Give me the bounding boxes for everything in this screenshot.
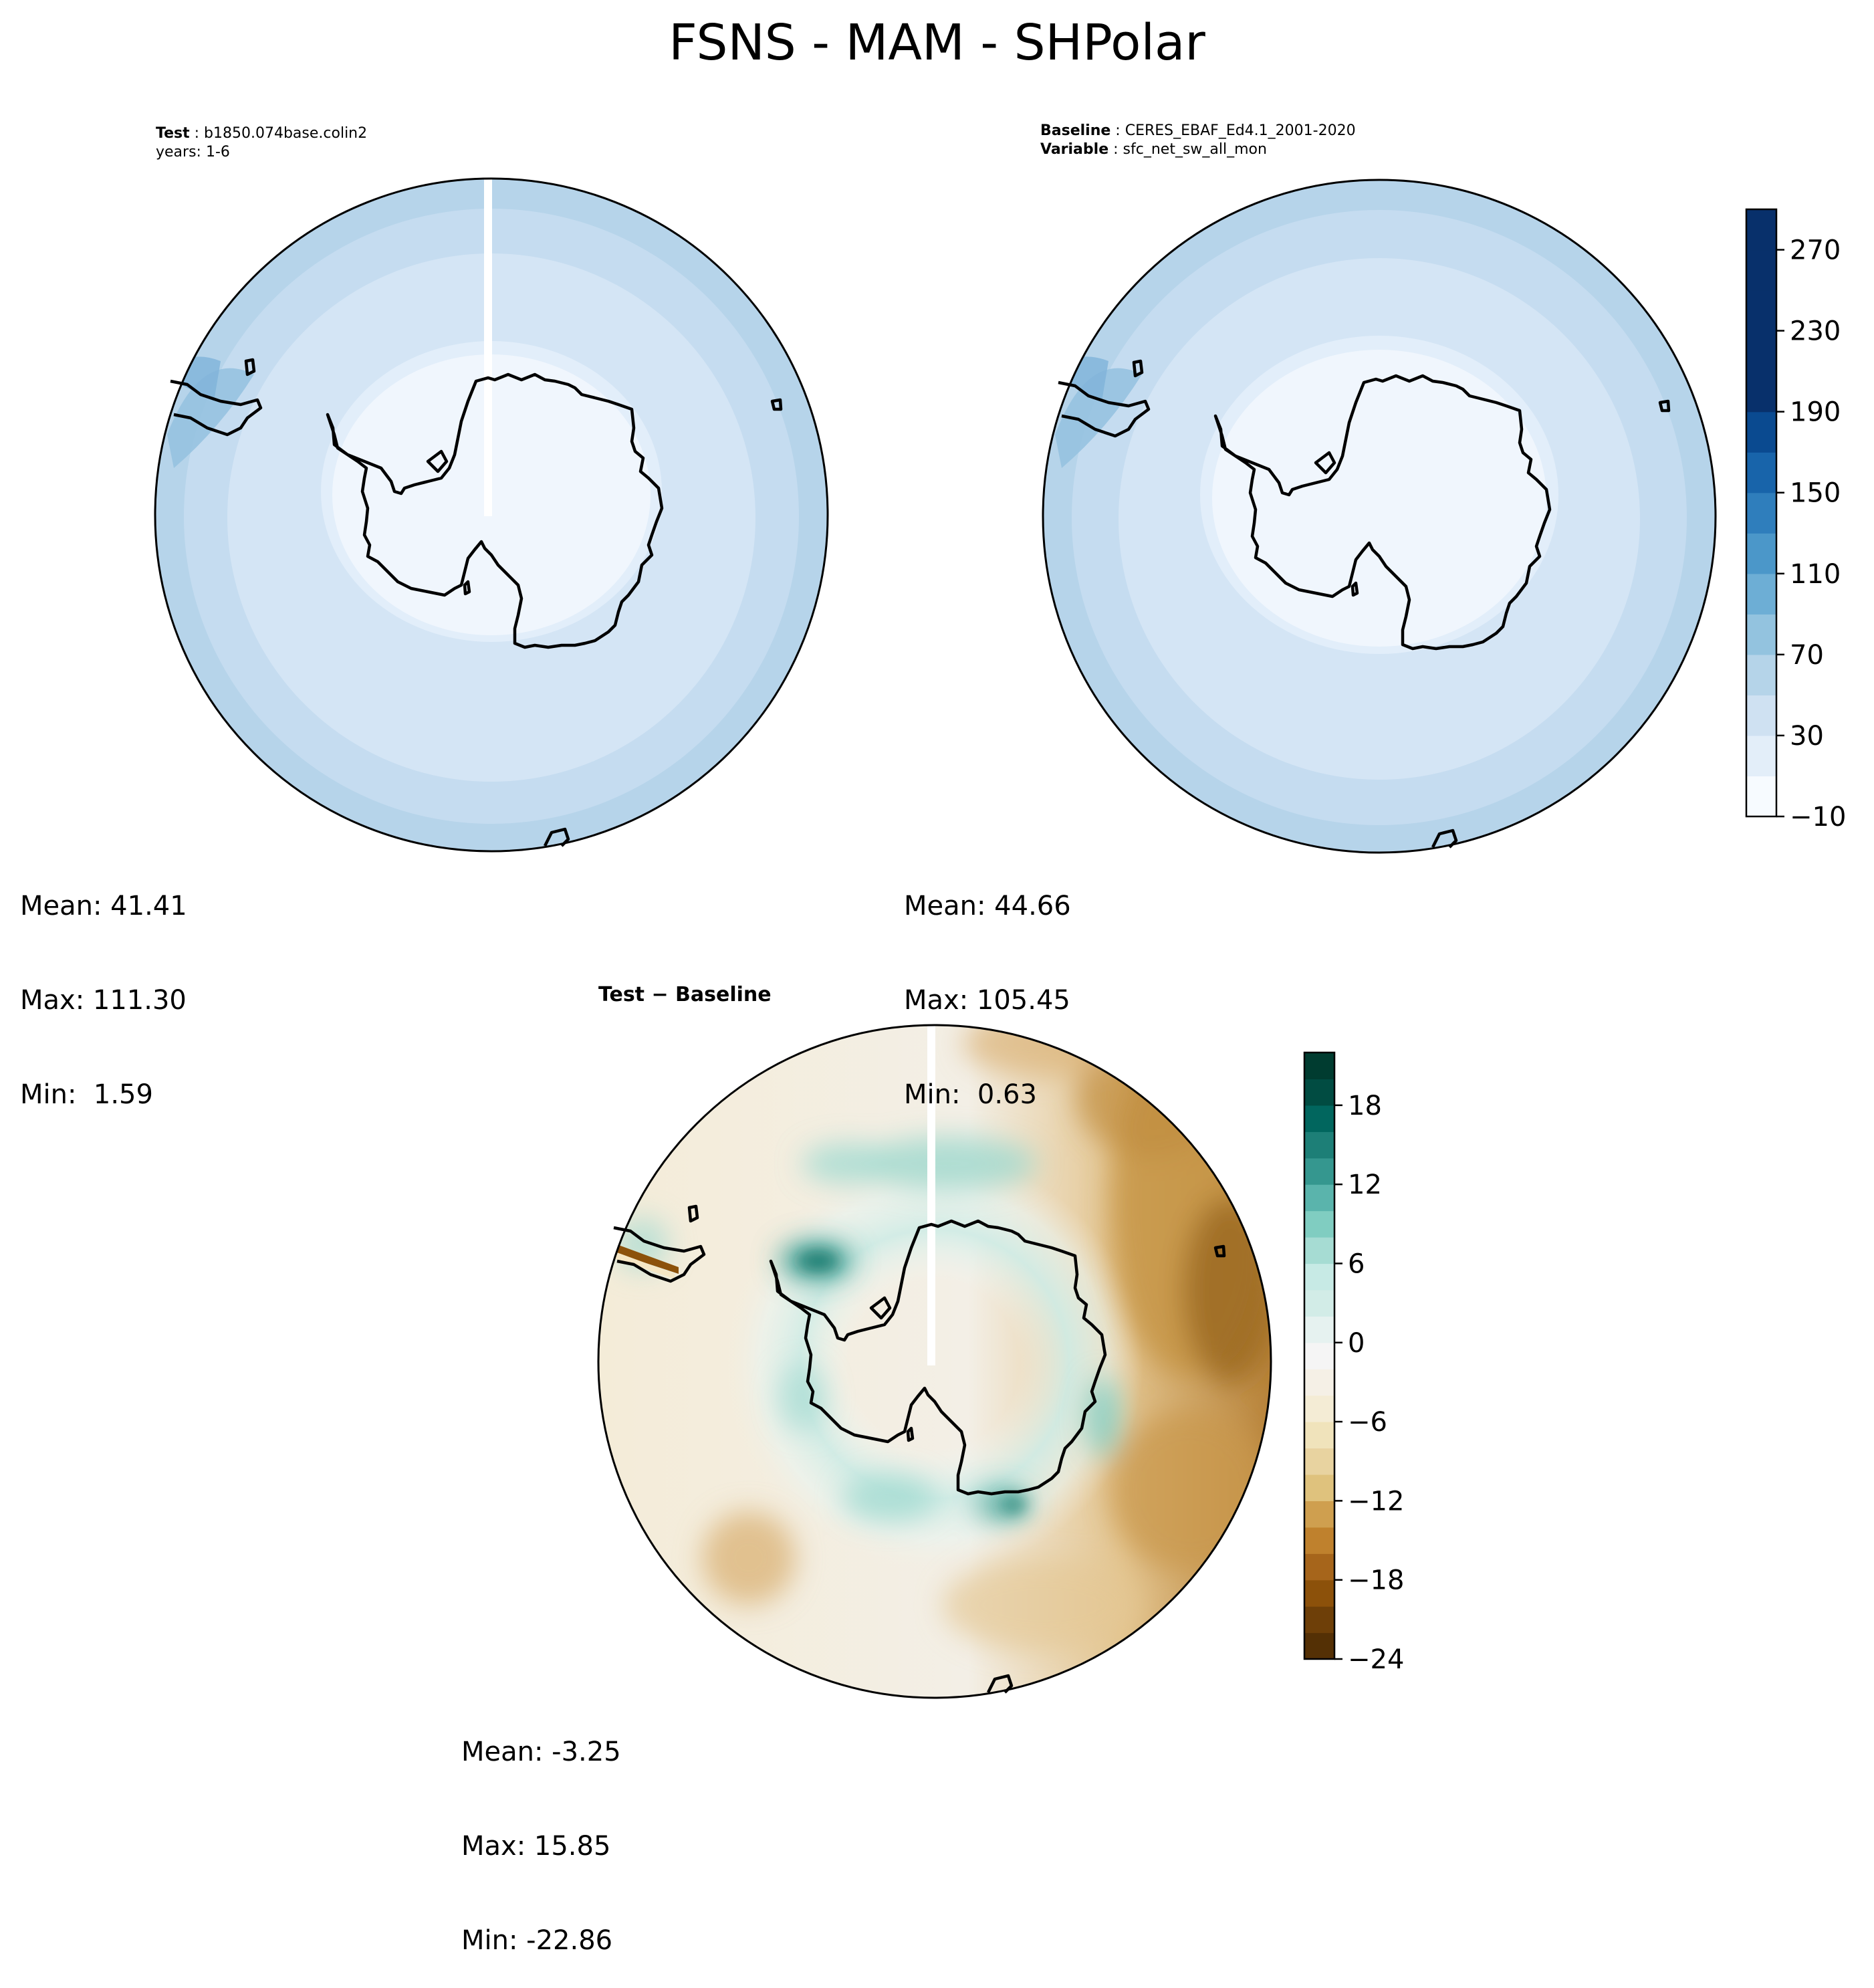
difference-map-field [598,1025,1271,1698]
difference-colorbar-band [1304,1079,1334,1106]
test-label: Test [156,125,190,142]
test-max: Max: 111.30 [20,985,187,1016]
baseline-map-boundary [1042,179,1717,854]
baseline-colorbar-tick-label: 150 [1790,478,1841,509]
difference-colorbar-band [1304,1579,1334,1607]
variable-label: Variable [1040,141,1109,158]
baseline-mean: Mean: 44.66 [904,891,1071,921]
difference-colorbar-tick-label: −6 [1348,1407,1387,1438]
difference-colorbar-band [1304,1422,1334,1449]
test-min: Min: 1.59 [20,1079,153,1110]
difference-title: Test − Baseline [598,983,772,1006]
baseline-stats: Mean: 44.66 Max: 105.45 Min: 0.63 [904,828,1071,1142]
baseline-colorbar-tick-label: 110 [1790,559,1841,590]
difference-coastline [613,1204,1226,1694]
baseline-coastline [1058,359,1671,849]
difference-colorbar-band [1304,1157,1334,1185]
baseline-colorbar-band [1746,573,1776,615]
difference-mean: Mean: -3.25 [461,1737,621,1767]
baseline-colorbar-band [1746,654,1776,695]
difference-colorbar-band [1304,1527,1334,1554]
difference-colorbar-band [1304,1448,1334,1475]
baseline-label: Baseline [1040,122,1111,139]
test-stats: Mean: 41.41 Max: 111.30 Min: 1.59 [20,828,187,1142]
difference-colorbar-tick-label: −18 [1348,1565,1404,1596]
test-name-line: Test : b1850.074base.colin2 [156,125,368,142]
difference-map-panel [597,1024,1272,1699]
baseline-colorbar-tick-label: 270 [1790,235,1841,266]
baseline-dataset-name: CERES_EBAF_Ed4.1_2001-2020 [1125,122,1356,139]
baseline-colorbar-tick-label: −10 [1790,802,1846,833]
baseline-colorbar-band [1746,249,1776,291]
baseline-map-panel [1042,179,1717,854]
difference-colorbar-tick-label: 6 [1348,1248,1365,1279]
baseline-colorbar-band [1746,533,1776,574]
difference-colorbar-band [1304,1395,1334,1422]
difference-max: Max: 15.85 [461,1831,611,1862]
baseline-colorbar-band [1746,614,1776,655]
baseline-colorbar-band [1746,290,1776,332]
difference-colorbar-band [1304,1501,1334,1528]
difference-colorbar-band [1304,1289,1334,1317]
baseline-colorbar-tick-label: 70 [1790,640,1824,671]
variable-line: Variable : sfc_net_sw_all_mon [1040,141,1267,158]
baseline-header: Baseline : CERES_EBAF_Ed4.1_2001-2020 Va… [1040,122,1356,159]
baseline-colorbar-band [1746,776,1776,817]
difference-colorbar-band [1304,1210,1334,1238]
baseline-colorbar: −10 30 70 110 150 190 230 270 [1745,208,1846,833]
baseline-colorbar-band [1746,371,1776,413]
test-map-boundary [154,177,829,853]
test-map-field [155,179,828,851]
test-case-name: b1850.074base.colin2 [204,125,368,142]
test-mean: Mean: 41.41 [20,891,187,921]
baseline-colorbar-tick-label: 190 [1790,397,1841,428]
difference-colorbar-frame [1303,1051,1336,1660]
difference-colorbar-tick-label: −24 [1348,1644,1404,1675]
difference-colorbar-band [1304,1316,1334,1343]
variable-name: sfc_net_sw_all_mon [1123,141,1267,158]
difference-colorbar-band [1304,1184,1334,1212]
difference-colorbar-band [1304,1553,1334,1581]
baseline-colorbar-tick-label: 230 [1790,316,1841,347]
baseline-colorbar-band [1746,695,1776,736]
difference-colorbar-band [1304,1263,1334,1291]
difference-colorbar-band [1304,1474,1334,1501]
baseline-colorbar-tick-label: 30 [1790,721,1824,752]
difference-colorbar-band [1304,1632,1334,1660]
baseline-name-line: Baseline : CERES_EBAF_Ed4.1_2001-2020 [1040,122,1356,139]
difference-colorbar-tick-label: 18 [1348,1091,1382,1121]
difference-colorbar-tick-label: 0 [1348,1328,1365,1359]
baseline-colorbar-band [1746,492,1776,534]
difference-colorbar-band [1304,1053,1334,1080]
figure-title: FSNS - MAM - SHPolar [669,14,1205,72]
difference-colorbar-band [1304,1369,1334,1396]
difference-min: Min: -22.86 [461,1925,613,1956]
difference-colorbar-tick-label: 12 [1348,1170,1382,1200]
baseline-map-field [1043,180,1716,853]
difference-map-boundary [597,1024,1272,1699]
baseline-colorbar-band [1746,452,1776,493]
test-years: years: 1-6 [156,144,230,160]
difference-colorbar-band [1304,1606,1334,1634]
difference-colorbar-band [1304,1105,1334,1132]
baseline-colorbar-band [1746,411,1776,453]
difference-colorbar-tick-label: −12 [1348,1486,1404,1517]
test-map-panel [154,177,829,853]
difference-colorbar: −24 −18 −12 −6 0 6 12 18 [1303,1051,1404,1675]
baseline-colorbar-frame [1745,208,1778,818]
baseline-colorbar-band [1746,330,1776,372]
figure-canvas: −10 30 70 110 150 190 230 270 −24 −18 −12 −6 0 6 12 18 [154,177,1846,1699]
difference-colorbar-band [1304,1237,1334,1264]
baseline-min: Min: 0.63 [904,1079,1037,1110]
test-coastline [170,358,783,847]
baseline-colorbar-band [1746,209,1776,251]
difference-colorbar-band [1304,1131,1334,1159]
difference-colorbar-band [1304,1342,1334,1369]
baseline-colorbar-band [1746,735,1776,777]
test-header: Test : b1850.074base.colin2 years: 1-6 [156,124,367,162]
difference-stats: Mean: -3.25 Max: 15.85 Min: -22.86 [461,1674,621,1988]
baseline-max: Max: 105.45 [904,985,1070,1016]
